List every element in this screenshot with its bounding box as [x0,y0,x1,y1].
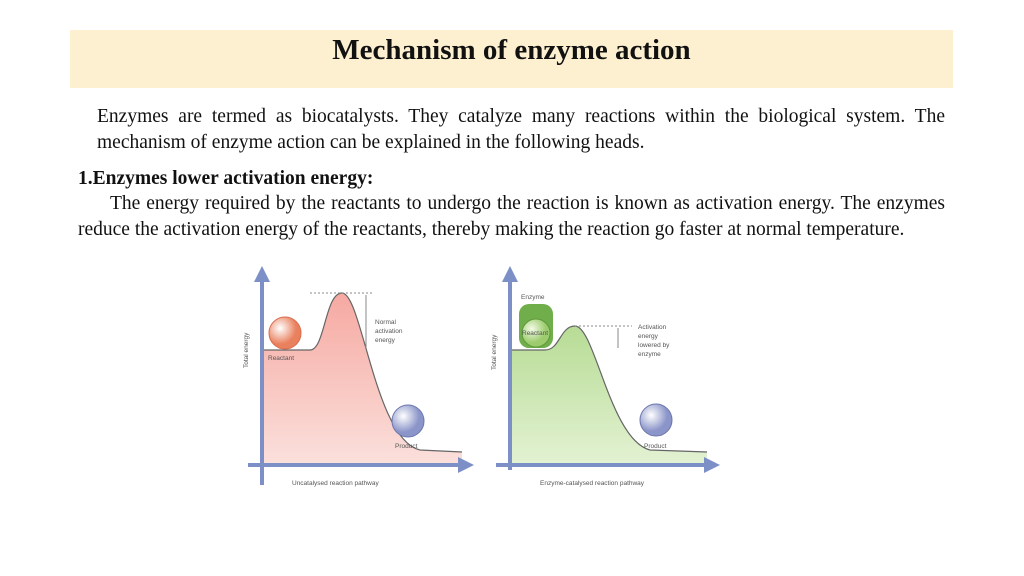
note-line: lowered by [638,342,670,349]
note-line: enzyme [638,351,661,358]
arrow [254,266,270,282]
y-axis-label: Total energy [243,332,250,368]
note-line: activation [375,328,403,335]
product-ball [391,404,425,438]
arrow [458,457,474,473]
title: Mechanism of enzyme action [332,34,691,66]
energy-curve [510,325,708,453]
energy-area [262,293,462,465]
product-label: Product [395,443,418,450]
x-axis-label: Uncatalysed reaction pathway [292,480,379,487]
reactant-ball [521,318,551,348]
note-line: Activation [638,324,667,331]
note-line: Normal [375,319,397,326]
title-band [70,30,953,88]
y-axis-label: Total energy [491,334,498,370]
product-label: Product [644,443,667,450]
arrow [704,457,720,473]
intro-paragraph: Enzymes are termed as biocatalysts. They… [97,106,945,153]
arrow [502,266,518,282]
section-paragraph: The energy required by the reactants to … [78,193,945,240]
enzyme-label: Enzyme [521,294,545,301]
energy-area [510,326,707,465]
uncatalysed-diagram: Total energy Reactant Product Normal act… [243,266,474,487]
section-heading: 1.Enzymes lower activation energy: [78,168,374,189]
note-line: energy [375,337,396,344]
x-axis-label: Enzyme-catalysed reaction pathway [540,480,645,487]
catalysed-diagram: Total energy Enzyme Reactant Product Act… [491,266,720,487]
note-line: energy [638,333,659,340]
product-ball [639,403,673,437]
reactant-label: Reactant [268,355,294,362]
reactant-ball [268,316,302,350]
reactant-label: Reactant [522,330,548,337]
